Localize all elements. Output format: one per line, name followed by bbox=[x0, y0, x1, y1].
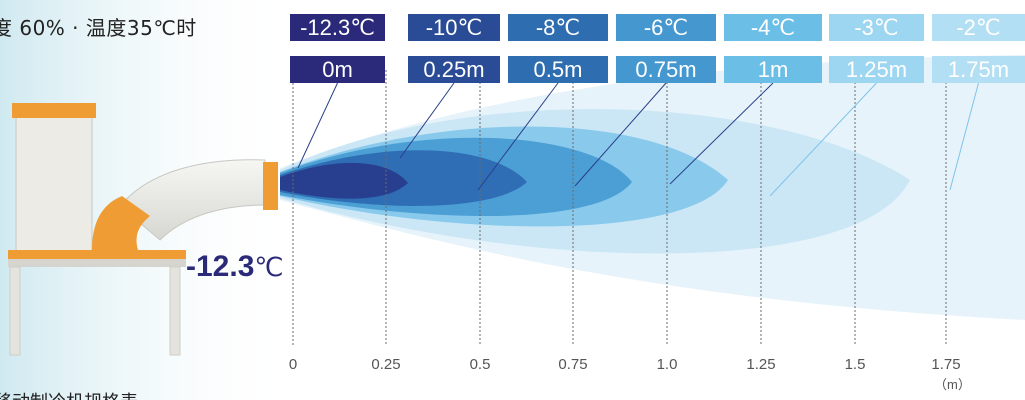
axis-tick-7: 1.75 bbox=[931, 356, 961, 373]
distance-label-5: 1.25m bbox=[829, 56, 924, 83]
leader-line-5 bbox=[769, 82, 877, 197]
axis-tick-4: 1.0 bbox=[656, 356, 678, 373]
distance-marker-lines bbox=[292, 70, 947, 345]
machine-body bbox=[15, 107, 93, 263]
plume-layer-minus10 bbox=[280, 162, 408, 199]
axis-tick-1: 0.25 bbox=[371, 356, 401, 373]
axis-tick-5: 1.25 bbox=[746, 356, 776, 373]
outlet-temperature-unit: ℃ bbox=[254, 252, 284, 282]
stand-leg-left bbox=[9, 266, 21, 356]
axis-tick-6: 1.5 bbox=[844, 356, 866, 373]
distance-label-6: 1.75m bbox=[932, 56, 1025, 83]
leader-line-1 bbox=[399, 82, 455, 159]
duct-nozzle bbox=[263, 162, 278, 210]
condition-text: 度 60% · 温度35℃时 bbox=[0, 16, 197, 40]
cold-air-plume bbox=[280, 55, 1025, 320]
duct-elbow-joint bbox=[94, 227, 126, 259]
portable-cooler-machine bbox=[8, 103, 278, 356]
temp-label-4: -4℃ bbox=[724, 14, 822, 41]
distance-label-2: 0.5m bbox=[508, 56, 608, 83]
temp-label-2: -8℃ bbox=[508, 14, 608, 41]
outlet-temperature-label: -12.3℃ bbox=[186, 250, 284, 284]
leader-line-4 bbox=[669, 82, 774, 185]
stand-leg-right bbox=[169, 266, 181, 356]
temp-label-0: -12.3℃ bbox=[290, 14, 385, 41]
leader-line-6 bbox=[949, 82, 979, 191]
distance-label-4: 1m bbox=[724, 56, 822, 83]
machine-base bbox=[8, 250, 186, 259]
temp-label-3: -6℃ bbox=[616, 14, 716, 41]
machine-top-cap bbox=[12, 103, 96, 118]
distance-label-3: 0.75m bbox=[616, 56, 716, 83]
temp-label-5: -3℃ bbox=[829, 14, 924, 41]
stand-top bbox=[8, 259, 186, 267]
leader-line-3 bbox=[574, 82, 667, 187]
leader-line-2 bbox=[477, 82, 559, 191]
axis-tick-3: 0.75 bbox=[558, 356, 588, 373]
outlet-temperature-value: -12.3 bbox=[186, 250, 255, 283]
axis-tick-2: 0.5 bbox=[469, 356, 491, 373]
caption-text: 移动制冷机规格表 bbox=[0, 388, 138, 400]
distance-label-1: 0.25m bbox=[408, 56, 500, 83]
flexible-duct bbox=[119, 159, 266, 241]
distance-label-0: 0m bbox=[290, 56, 385, 83]
label-leader-lines bbox=[297, 82, 979, 197]
temp-label-1: -10℃ bbox=[408, 14, 500, 41]
temp-label-6: -2℃ bbox=[932, 14, 1025, 41]
axis-tick-0: 0 bbox=[288, 356, 298, 373]
leader-line-0 bbox=[297, 82, 338, 169]
axis-unit: （m） bbox=[934, 377, 971, 392]
